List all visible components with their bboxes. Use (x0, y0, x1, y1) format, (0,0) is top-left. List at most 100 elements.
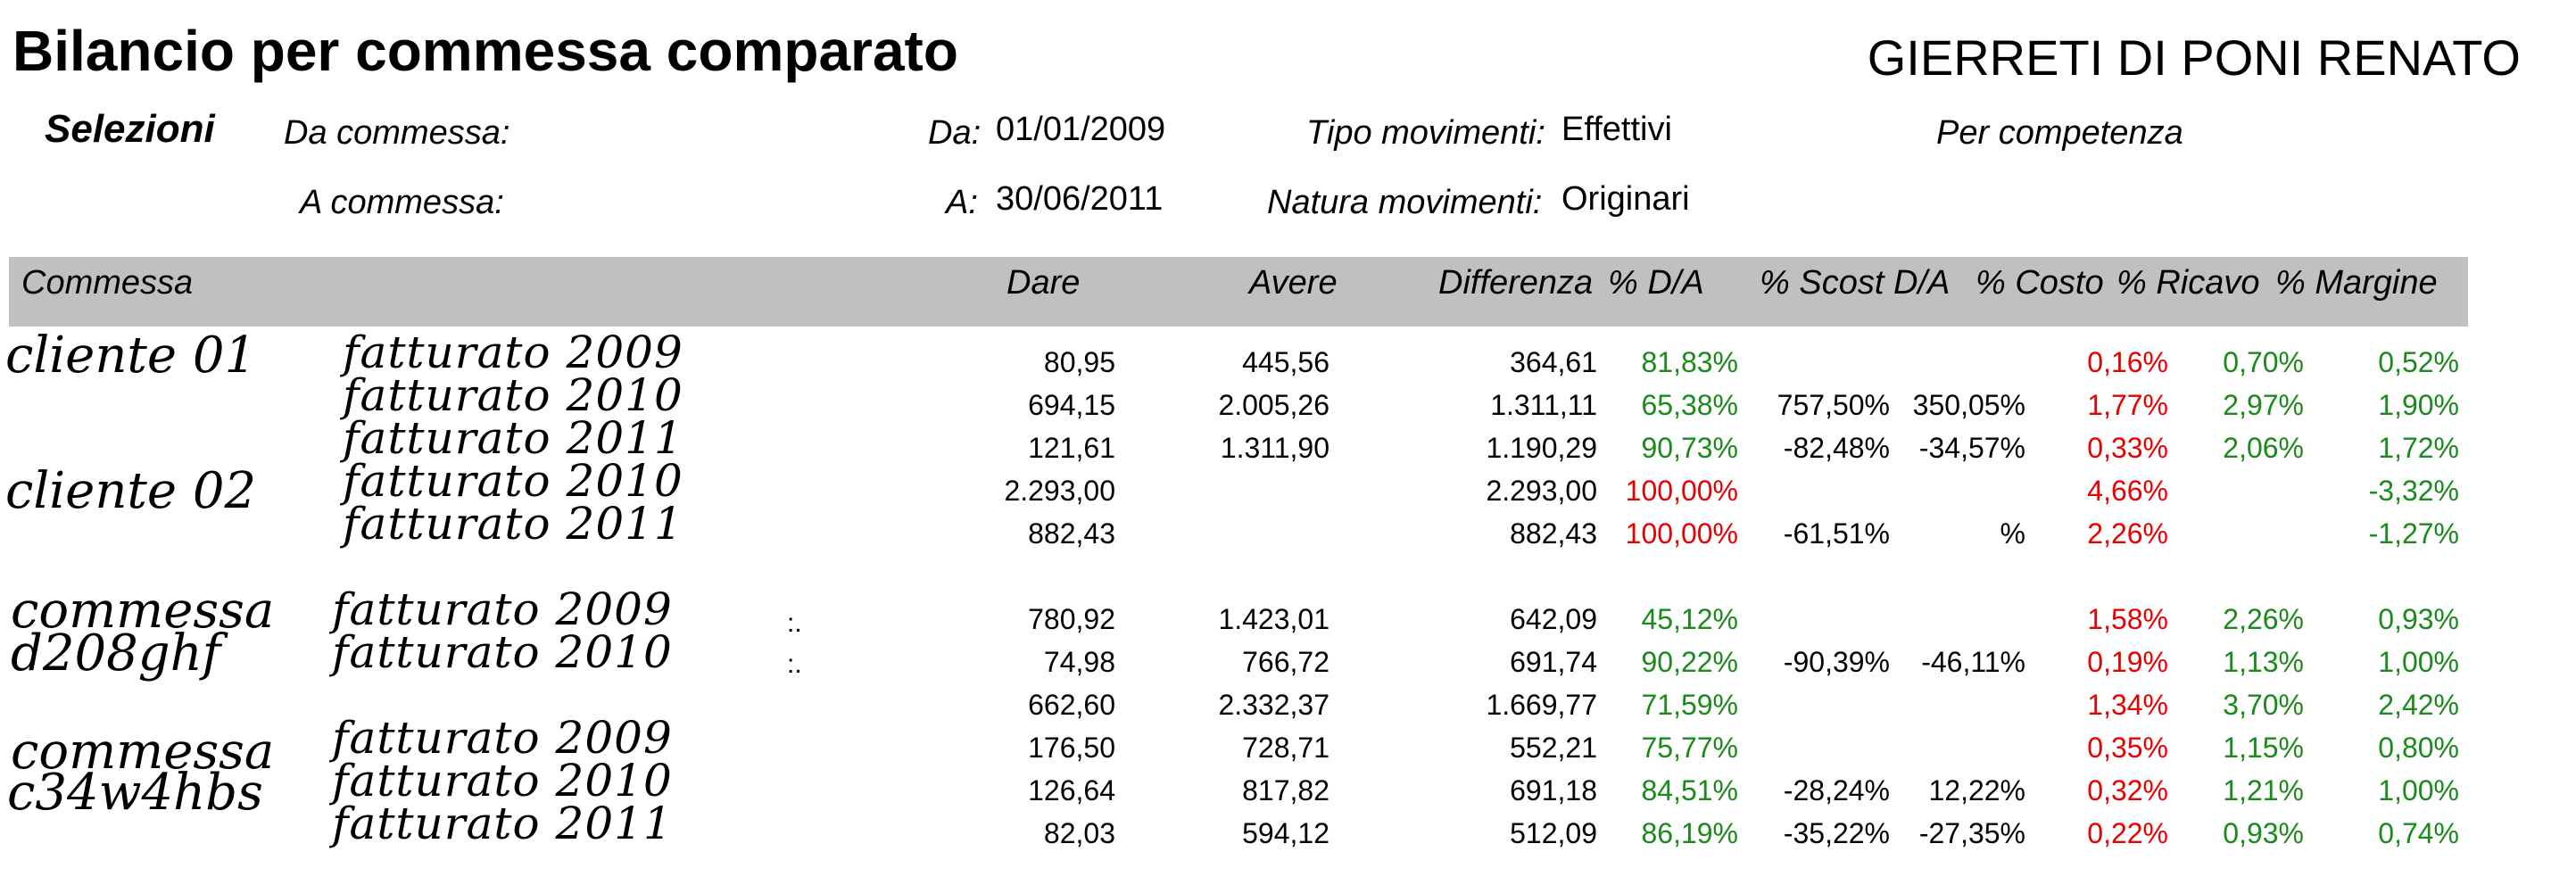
group-label-c34w4hbs: c34w4hbs (7, 764, 263, 822)
cell-pct-margine: 1,90% (2378, 389, 2459, 421)
cell-dare: 780,92 (1028, 603, 1115, 635)
cell-avere: 728,71 (1242, 732, 1329, 764)
cell-pct-costo: 1,34% (2087, 689, 2168, 721)
cell-avere: 445,56 (1242, 346, 1329, 378)
row-label: fatturato 2011 (343, 498, 683, 550)
cell-pct-margine: 0,93% (2378, 603, 2459, 635)
cell-pct-ricavo: 0,70% (2223, 346, 2304, 378)
cell-pct-da: 100,00% (1625, 517, 1738, 550)
cell-pct-margine: -3,32% (2368, 475, 2459, 507)
cell-pct-scost-2: 12,22% (1928, 774, 2025, 806)
cell-differenza: 2.293,00 (1486, 475, 1597, 507)
cell-pct-costo: 0,19% (2087, 646, 2168, 678)
group-label-commessa-1: commessa (11, 582, 275, 640)
group-label-cliente-02: cliente 02 (5, 462, 257, 520)
cell-pct-ricavo: 3,70% (2223, 689, 2304, 721)
cell-differenza: 512,09 (1510, 817, 1597, 849)
cell-pct-da: 65,38% (1641, 389, 1738, 421)
cell-pct-costo: 0,16% (2087, 346, 2168, 378)
group-label-cliente-01: cliente 01 (5, 327, 257, 385)
cell-differenza: 1.669,77 (1486, 689, 1597, 721)
a-date-label: A: (946, 184, 978, 221)
cell-pct-margine: 0,74% (2378, 817, 2459, 849)
cell-pct-margine: 1,00% (2378, 646, 2459, 678)
cell-dare: 80,95 (1043, 346, 1115, 378)
cell-differenza: 364,61 (1510, 346, 1597, 378)
cell-differenza: 691,74 (1510, 646, 1597, 678)
row-label: fatturato 2010 (332, 755, 673, 806)
cell-differenza: 552,21 (1510, 732, 1597, 764)
da-commessa-label: Da commessa: (284, 114, 510, 152)
cell-pct-scost-1: -90,39% (1783, 646, 1890, 678)
table-header-band (9, 257, 2468, 327)
group-label-d208ghf: d208ghf (11, 624, 221, 682)
cell-pct-costo: 0,35% (2087, 732, 2168, 764)
cell-pct-scost-1: -35,22% (1783, 817, 1890, 849)
cell-pct-margine: 1,00% (2378, 774, 2459, 806)
cell-pct-da: 90,73% (1641, 432, 1738, 464)
a-date-value: 30/06/2011 (996, 180, 1164, 218)
tipo-movimenti-value: Effettivi (1561, 111, 1672, 148)
cell-pct-ricavo: 1,13% (2223, 646, 2304, 678)
cell-pct-da: 71,59% (1641, 689, 1738, 721)
natura-movimenti-value: Originari (1561, 180, 1690, 218)
cell-pct-scost-1: -61,51% (1783, 517, 1890, 550)
cell-pct-da: 45,12% (1641, 603, 1738, 635)
cell-avere: 766,72 (1242, 646, 1329, 678)
cell-dare: 121,61 (1028, 432, 1115, 464)
cell-pct-da: 81,83% (1641, 346, 1738, 378)
cell-dare: 694,15 (1028, 389, 1115, 421)
cell-pct-scost-2: -46,11% (1921, 646, 2025, 678)
cell-avere: 594,12 (1242, 817, 1329, 849)
cell-pct-scost-1: -28,24% (1783, 774, 1890, 806)
row-label: fatturato 2011 (332, 798, 673, 849)
cell-pct-scost-1: 757,50% (1777, 389, 1890, 421)
cell-dare: 176,50 (1028, 732, 1115, 764)
cell-pct-scost-2: 350,05% (1912, 389, 2025, 421)
cell-pct-scost-2: -27,35% (1918, 817, 2025, 849)
report-title: Bilancio per commessa comparato (12, 19, 958, 83)
row-label: fatturato 2011 (343, 412, 683, 464)
row-label: fatturato 2009 (332, 712, 673, 764)
cell-pct-da: 100,00% (1625, 475, 1738, 507)
cell-avere: 1.423,01 (1218, 603, 1329, 635)
cell-pct-ricavo: 1,15% (2223, 732, 2304, 764)
col-differenza: Differenza (1438, 264, 1594, 302)
cell-pct-margine: -1,27% (2368, 517, 2459, 550)
cell-pct-costo: 2,26% (2087, 517, 2168, 550)
cell-dare: 2.293,00 (1004, 475, 1115, 507)
cell-pct-costo: 0,22% (2087, 817, 2168, 849)
da-date-value: 01/01/2009 (996, 111, 1166, 148)
cell-pct-ricavo: 2,97% (2223, 389, 2304, 421)
company-name: GIERRETI DI PONI RENATO (1867, 29, 2521, 86)
cell-pct-margine: 1,72% (2378, 432, 2459, 464)
natura-movimenti-label: Natura movimenti: (1267, 184, 1543, 221)
cell-pct-costo: 4,66% (2087, 475, 2168, 507)
cell-pct-scost-2: -34,57% (1918, 432, 2025, 464)
col-pct-ricavo: % Ricavo (2116, 264, 2260, 302)
a-commessa-label: A commessa: (300, 184, 504, 221)
cell-pct-ricavo: 2,06% (2223, 432, 2304, 464)
cell-dare: 882,43 (1028, 517, 1115, 550)
col-commessa: Commessa (21, 264, 194, 302)
col-pct-costo: % Costo (1975, 264, 2104, 302)
cell-pct-da: 75,77% (1641, 732, 1738, 764)
cell-dare: 74,98 (1043, 646, 1115, 678)
row-label: fatturato 2010 (343, 369, 683, 421)
col-pct-da: % D/A (1608, 264, 1704, 302)
row-label: fatturato 2009 (332, 583, 673, 635)
cell-pct-margine: 2,42% (2378, 689, 2459, 721)
cell-pct-costo: 0,32% (2087, 774, 2168, 806)
cell-pct-ricavo: 1,21% (2223, 774, 2304, 806)
cell-pct-margine: 0,52% (2378, 346, 2459, 378)
cell-differenza: 882,43 (1510, 517, 1597, 550)
cell-avere: 2.005,26 (1218, 389, 1329, 421)
cell-differenza: 1.190,29 (1486, 432, 1597, 464)
cell-dare: 662,60 (1028, 689, 1115, 721)
cell-dare: 126,64 (1028, 774, 1115, 806)
row-label: fatturato 2010 (332, 626, 673, 678)
cell-pct-da: 86,19% (1641, 817, 1738, 849)
row-label: fatturato 2010 (343, 455, 683, 507)
cell-avere: 1.311,90 (1220, 432, 1329, 464)
cell-pct-scost-1: -82,48% (1783, 432, 1890, 464)
